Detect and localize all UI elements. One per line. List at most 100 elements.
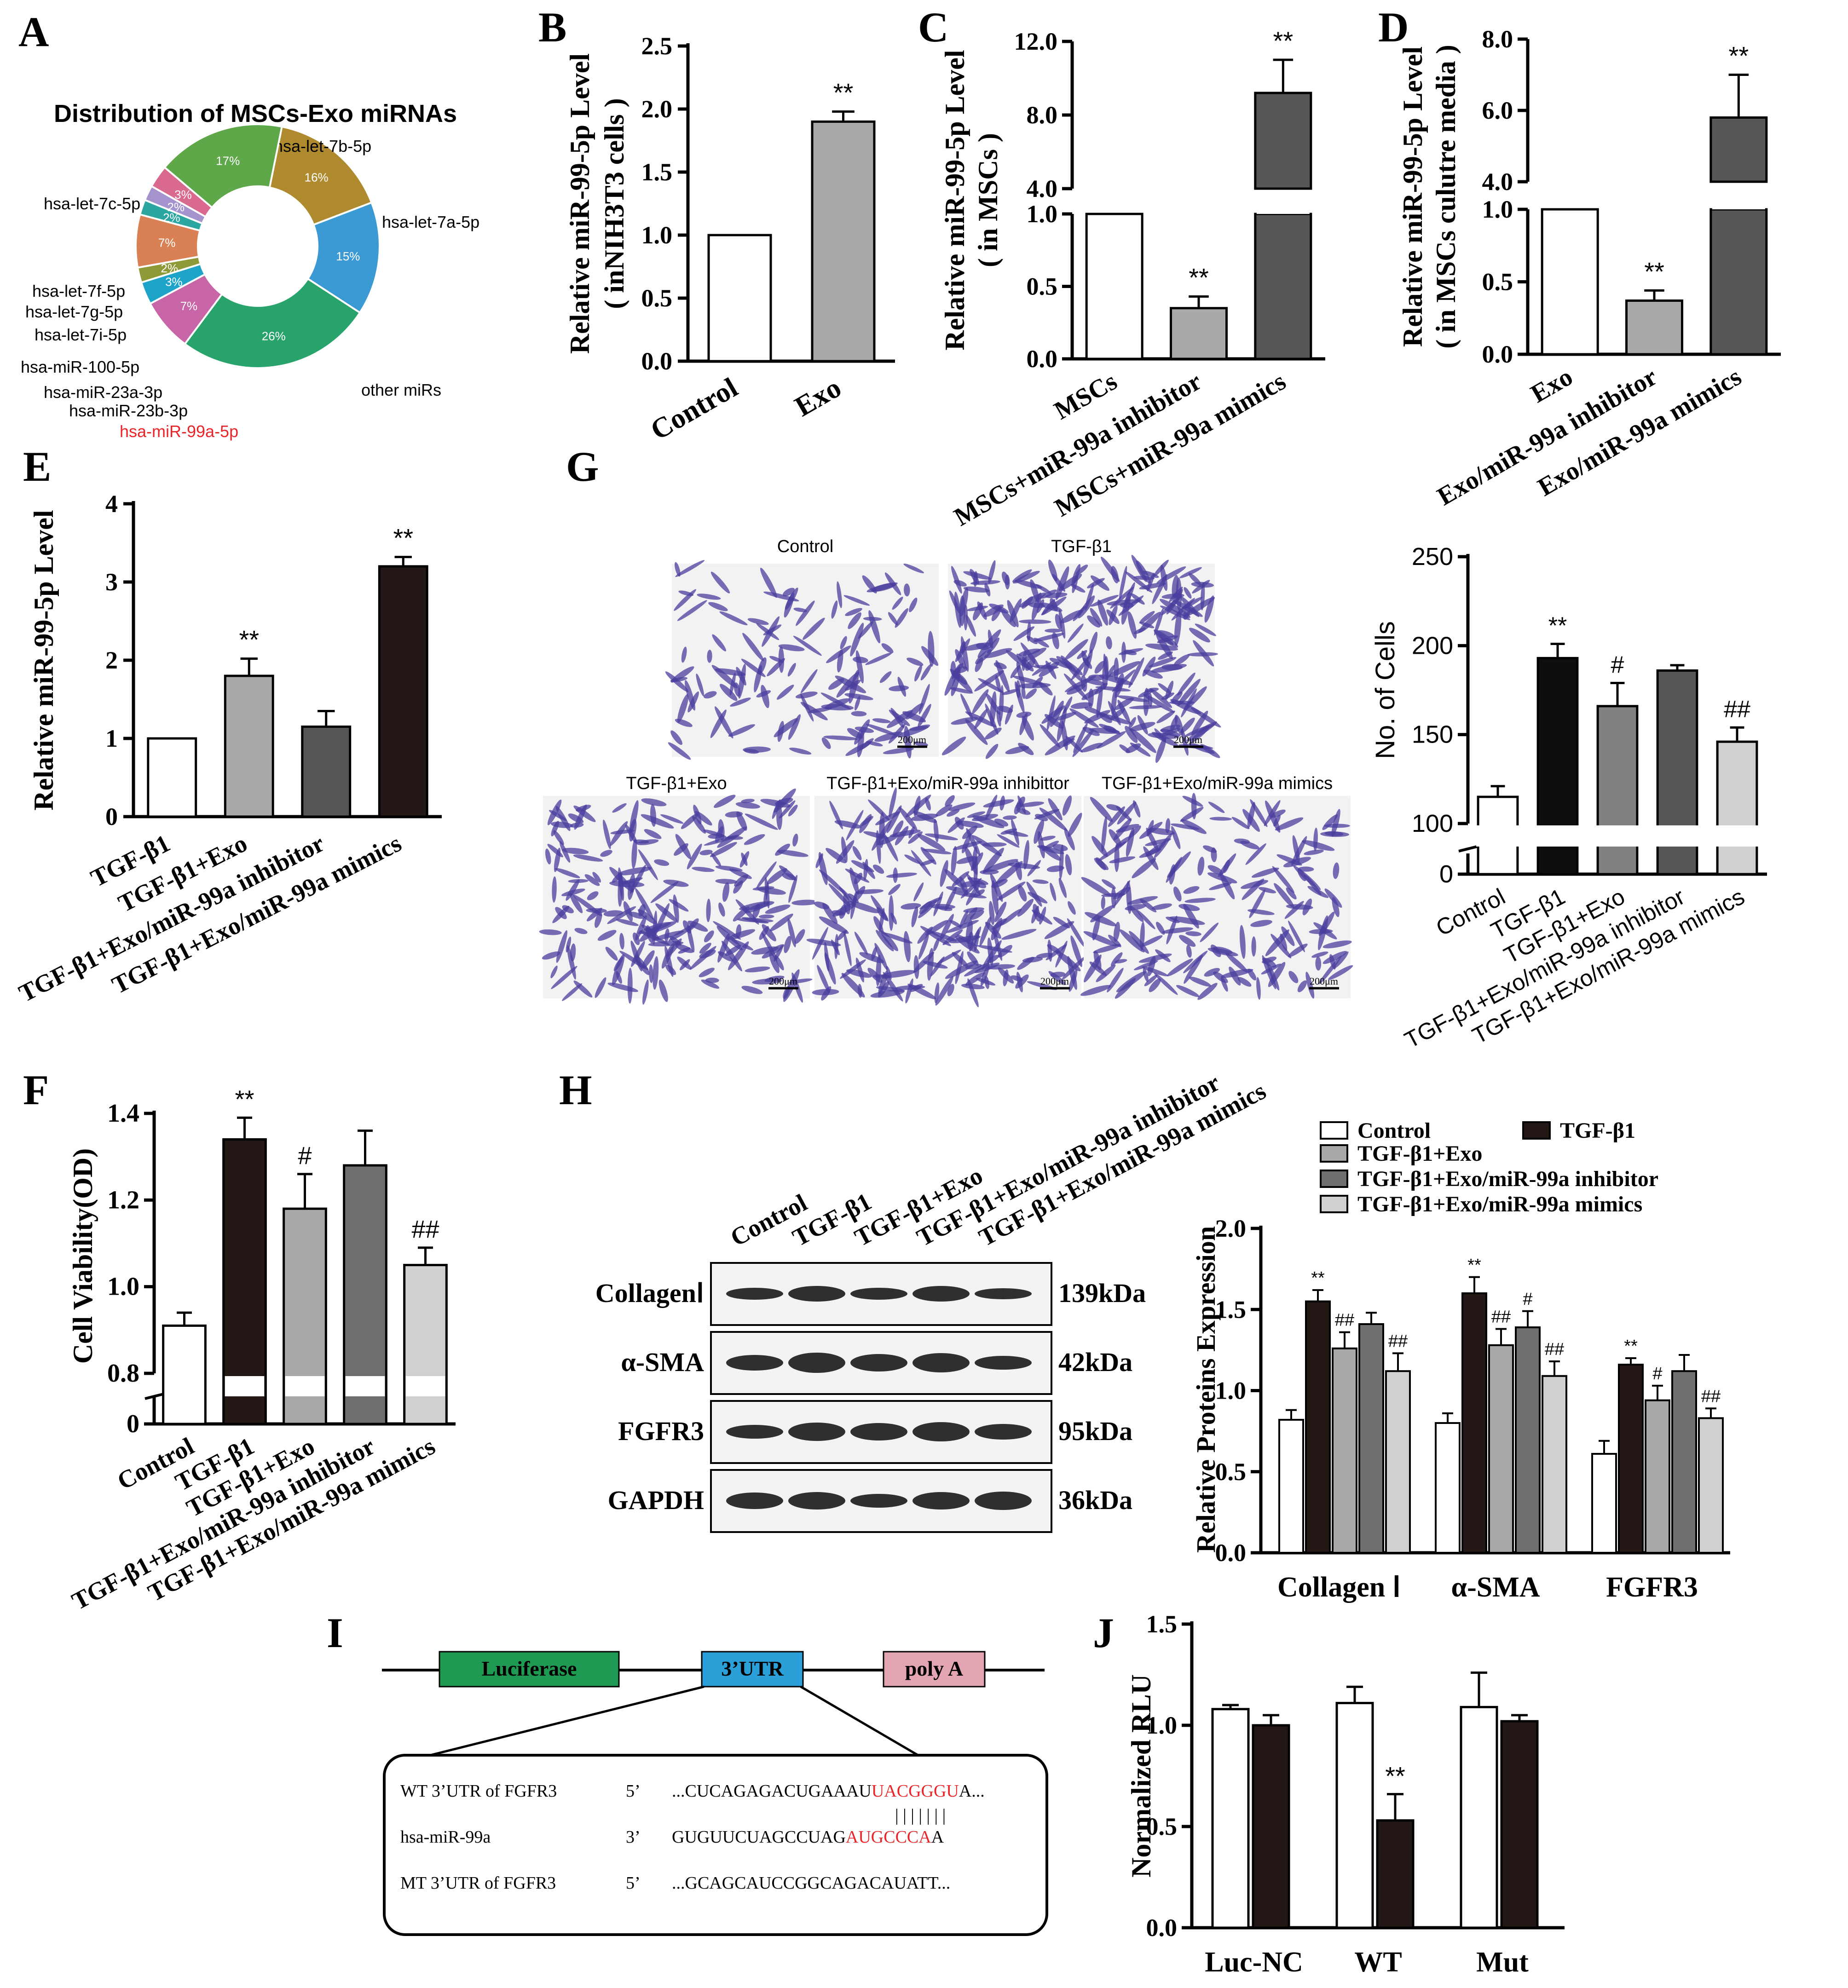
stained-cell — [1049, 657, 1073, 669]
stained-cell — [610, 830, 635, 835]
stained-cell — [1015, 681, 1025, 713]
stained-cell — [1170, 823, 1200, 830]
stained-cell — [953, 891, 987, 899]
stained-cell — [638, 904, 646, 917]
stained-cell — [1171, 826, 1181, 849]
stained-cell — [1146, 820, 1154, 837]
panel-letter-a: A — [18, 8, 49, 55]
panel-e-chart: 01234TGF-β1**TGF-β1+ExoTGF-β1+Exo/miR-99… — [14, 490, 442, 1008]
stained-cell — [947, 817, 965, 833]
slice-percent: 15% — [336, 249, 360, 263]
stained-cell — [692, 816, 706, 834]
stained-cell — [1256, 977, 1261, 1000]
stained-cell — [978, 678, 1004, 693]
stained-cell — [1001, 929, 1037, 940]
stained-cell — [1139, 611, 1155, 624]
y-tick-label: 1.5 — [1215, 1296, 1247, 1323]
chart-title: Distribution of MSCs-Exo miRNAs — [54, 100, 457, 127]
stained-cell — [1075, 565, 1088, 575]
sequence-row-label: MT 3’UTR of FGFR3 — [400, 1873, 556, 1893]
stained-cell — [664, 928, 670, 942]
stained-cell — [1003, 815, 1017, 820]
stained-cell — [1025, 688, 1037, 699]
stained-cell — [783, 969, 800, 1002]
stained-cell — [1106, 665, 1115, 680]
stained-cell — [1040, 845, 1061, 861]
protein-band — [975, 1492, 1032, 1510]
stained-cell — [1067, 623, 1084, 643]
stained-cell — [937, 906, 953, 911]
stained-cell — [539, 929, 562, 935]
y-tick-label: 1.4 — [107, 1099, 139, 1128]
stained-cell — [759, 926, 769, 940]
stained-cell — [719, 684, 738, 701]
stained-cell — [893, 820, 904, 836]
stained-cell — [664, 945, 674, 977]
stained-cell — [947, 809, 960, 817]
stained-cell — [653, 956, 659, 990]
stained-cell — [963, 907, 985, 913]
stained-cell — [959, 595, 965, 626]
stained-cell — [917, 927, 933, 944]
stained-cell — [1102, 879, 1116, 889]
significance-mark: # — [298, 1142, 312, 1170]
stained-cell — [1331, 809, 1340, 837]
stained-cell — [1026, 882, 1042, 907]
stained-cell — [677, 957, 692, 970]
stained-cell — [1132, 858, 1156, 878]
stained-cell — [716, 926, 743, 951]
stained-cell — [551, 966, 578, 989]
stained-cell — [1275, 817, 1304, 831]
stained-cell — [1080, 985, 1111, 996]
stained-cell — [855, 650, 864, 684]
stained-cell — [951, 846, 957, 876]
stained-cell — [832, 903, 856, 917]
stained-cell — [1119, 929, 1145, 953]
stained-cell — [888, 612, 898, 625]
stained-cell — [985, 703, 999, 735]
stained-cell — [914, 665, 922, 682]
stained-cell — [678, 947, 691, 954]
stained-cell — [1012, 675, 1043, 685]
bar-lower-part — [1254, 213, 1312, 360]
stained-cell — [1045, 944, 1067, 961]
stained-cell — [1040, 836, 1056, 841]
stained-cell — [970, 569, 979, 585]
stained-cell — [554, 847, 561, 872]
significance-mark: # — [1523, 1290, 1532, 1309]
significance-mark: ** — [1729, 41, 1749, 70]
stained-cell — [675, 719, 693, 727]
stained-cell — [899, 807, 918, 830]
stained-cell — [1184, 587, 1192, 599]
legend-swatch — [1522, 1121, 1551, 1140]
stained-cell — [1111, 566, 1119, 583]
significance-mark: ** — [1311, 1268, 1325, 1288]
stained-cell — [1093, 951, 1102, 970]
stained-cell — [1153, 559, 1169, 577]
panel-letter-j: J — [1093, 1609, 1114, 1656]
stained-cell — [1003, 969, 1009, 986]
stained-cell — [1096, 731, 1126, 749]
stained-cell — [687, 843, 702, 870]
y-tick-label: 0.0 — [1027, 345, 1058, 373]
stained-cell — [826, 645, 851, 663]
stained-cell — [859, 814, 872, 833]
x-category-label: Luc-NC — [1205, 1947, 1303, 1978]
stained-cell — [841, 836, 848, 863]
stained-cell — [1017, 957, 1034, 970]
stained-cell — [895, 826, 909, 846]
bar-upper-part — [1254, 92, 1312, 190]
stained-cell — [1270, 809, 1286, 818]
stained-cell — [1138, 611, 1161, 633]
stained-cell — [967, 811, 986, 818]
blot-protein-name: CollagenⅠ — [595, 1278, 704, 1308]
stained-cell — [779, 865, 797, 881]
slice-percent: 3% — [174, 188, 192, 202]
stained-cell — [1055, 566, 1069, 600]
stained-cell — [607, 906, 636, 924]
stained-cell — [956, 856, 978, 864]
stained-cell — [936, 804, 953, 817]
stained-cell — [952, 952, 969, 968]
y-tick-label: 0 — [1439, 860, 1453, 888]
stained-cell — [1046, 865, 1064, 872]
